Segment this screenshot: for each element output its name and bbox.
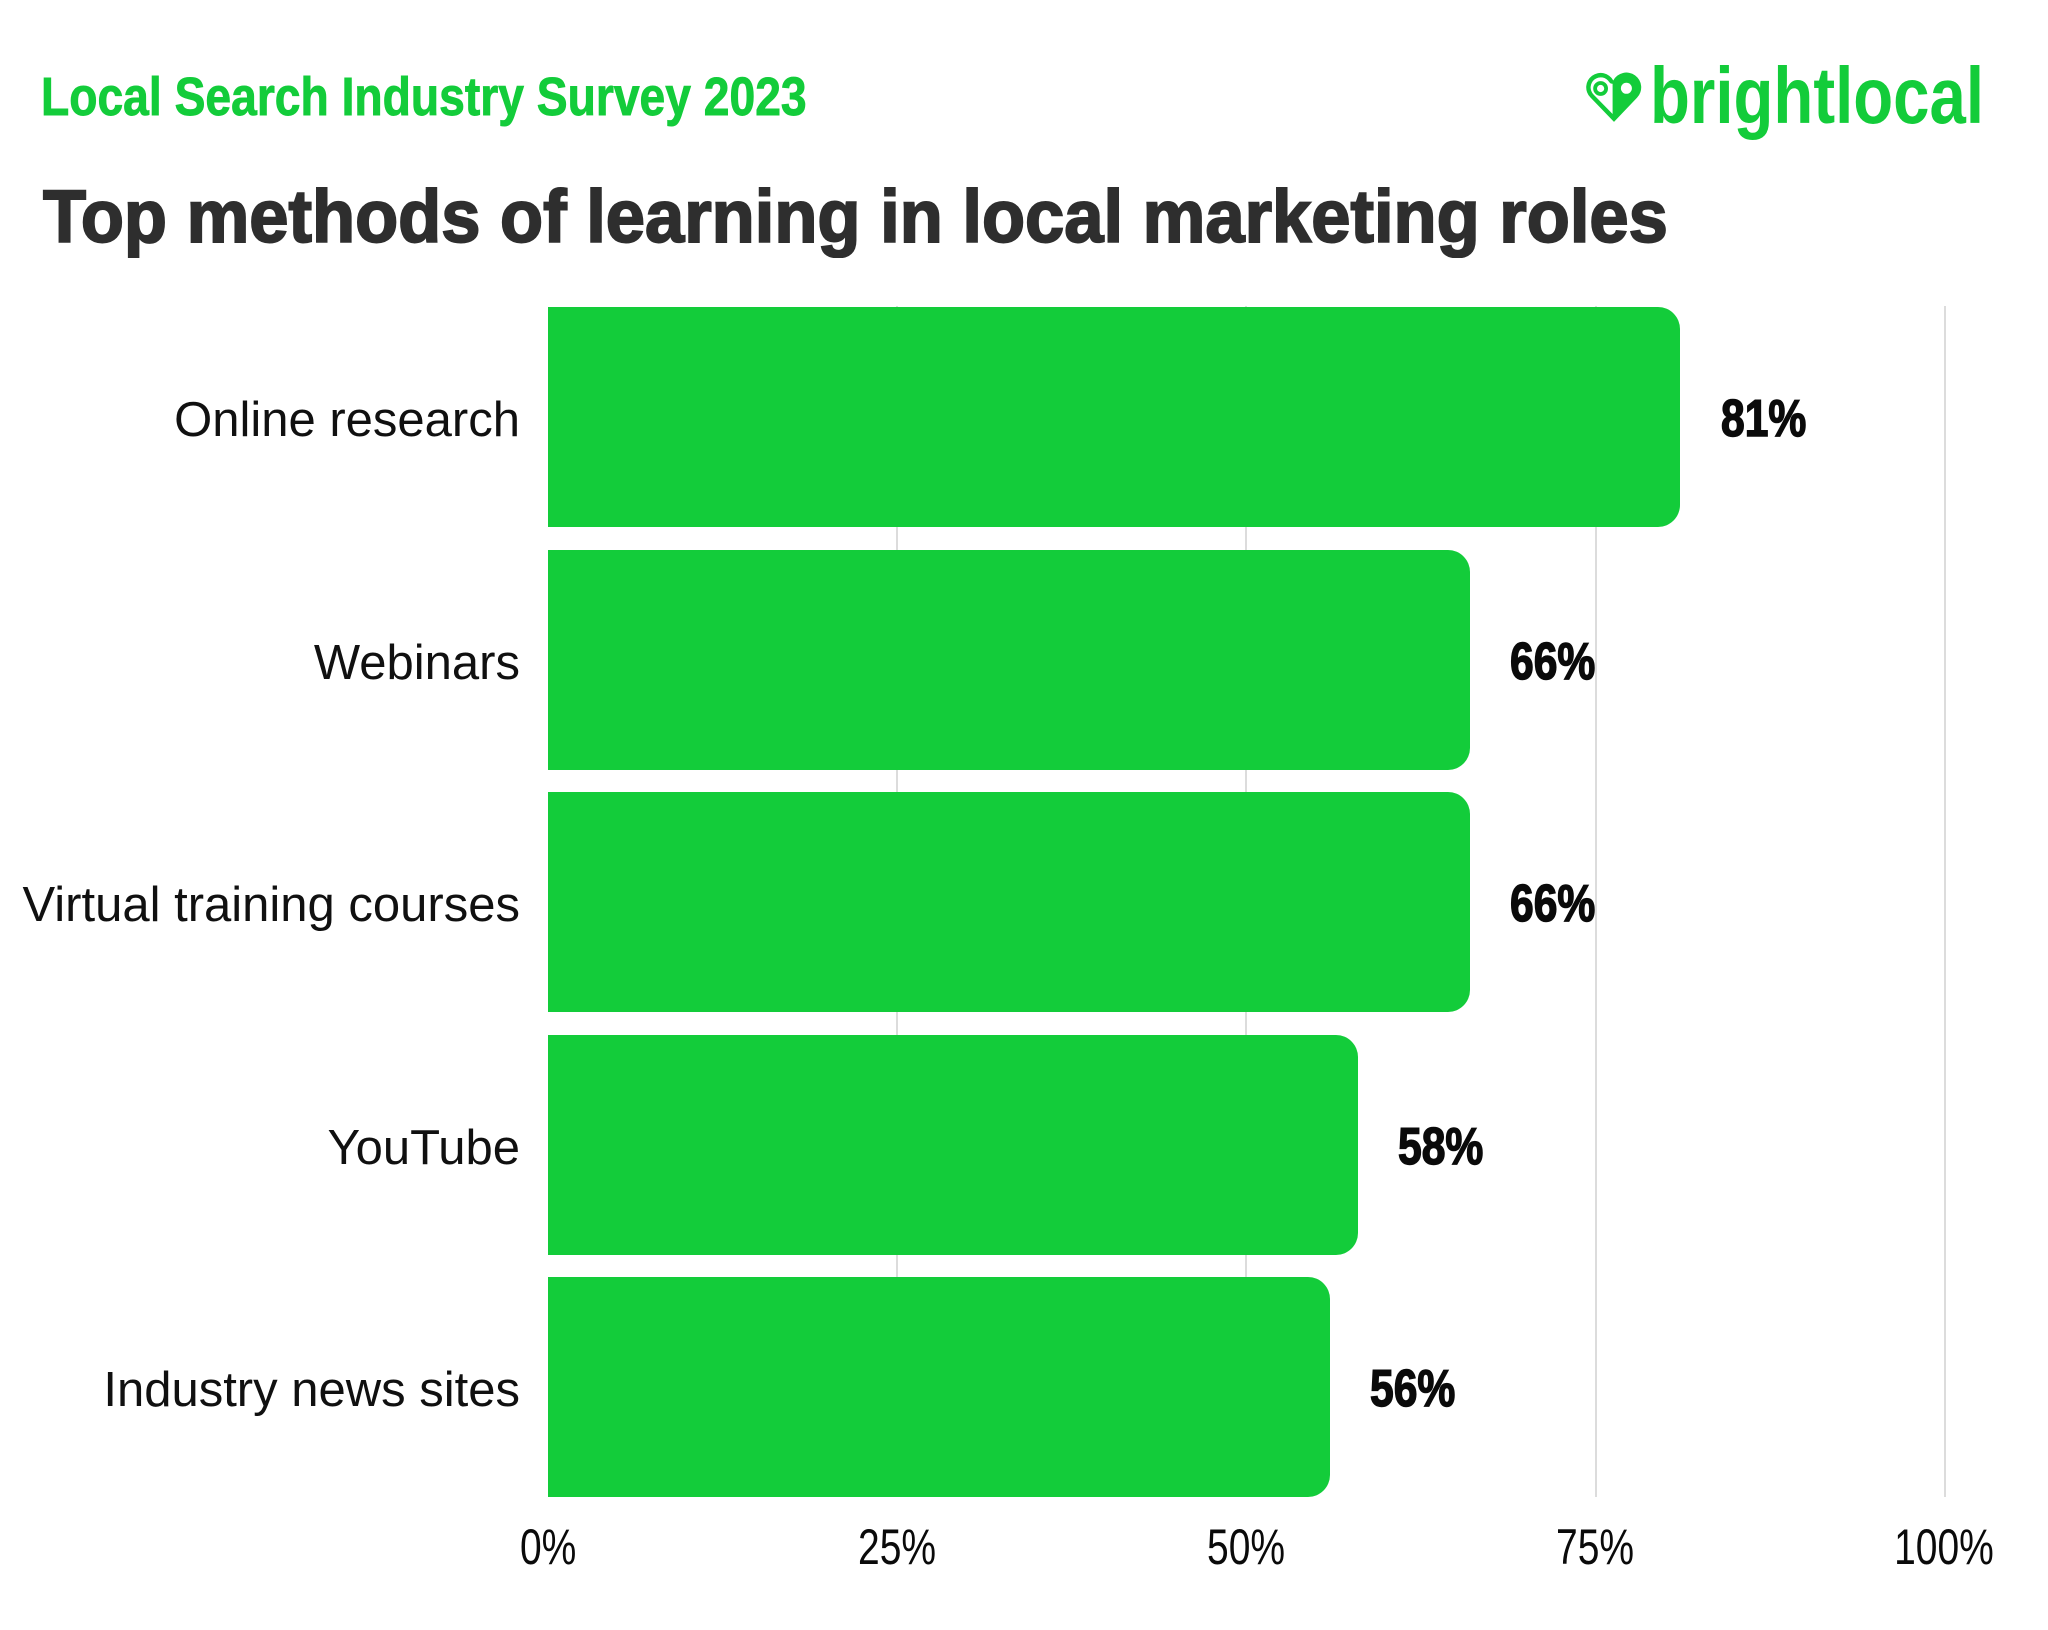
svg-text:brightlocal: brightlocal xyxy=(1650,60,1984,140)
